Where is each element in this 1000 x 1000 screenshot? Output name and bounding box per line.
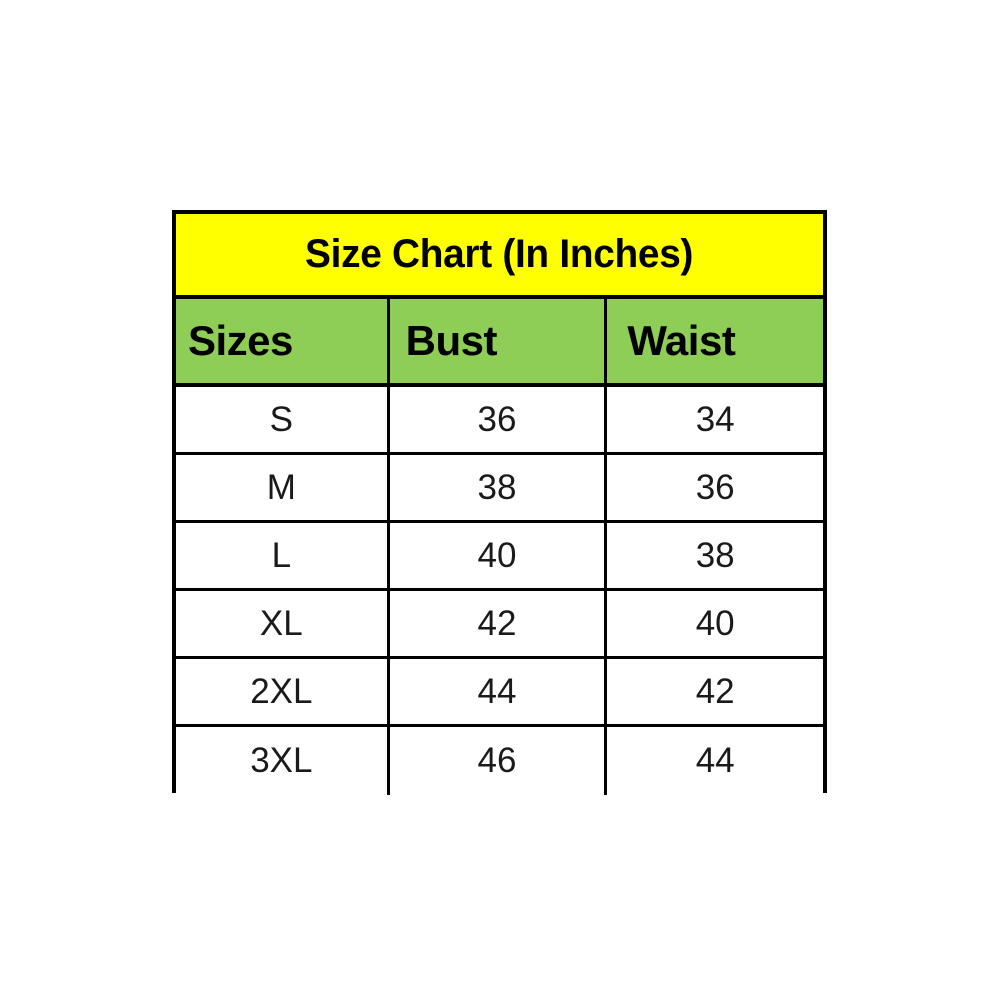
size-chart-table: Size Chart (In Inches) Sizes Bust Waist … xyxy=(172,210,827,795)
cell-size: L xyxy=(176,523,390,588)
table-row: XL 42 40 xyxy=(176,591,823,659)
table-row: 3XL 46 44 xyxy=(176,727,823,795)
cell-waist: 38 xyxy=(695,535,735,575)
cell-size: 3XL xyxy=(176,727,390,795)
cell-size: 2XL xyxy=(176,659,390,724)
size-chart-body: S 36 34 M 38 36 L 40 38 XL 42 40 2XL 44 … xyxy=(176,387,823,795)
cell-size: M xyxy=(176,455,390,520)
column-header-bust: Bust xyxy=(390,299,608,383)
cell-waist: 34 xyxy=(695,399,735,439)
cell-waist: 44 xyxy=(695,741,735,780)
cell-size: XL xyxy=(176,591,390,656)
table-row: M 38 36 xyxy=(176,455,823,523)
cell-bust: 38 xyxy=(390,455,608,520)
size-chart-title-row: Size Chart (In Inches) xyxy=(176,214,823,299)
cell-bust: 42 xyxy=(390,591,608,656)
cell-bust: 40 xyxy=(390,523,608,588)
cell-bust: 46 xyxy=(390,727,608,795)
table-row: L 40 38 xyxy=(176,523,823,591)
table-row: 2XL 44 42 xyxy=(176,659,823,727)
cell-bust: 44 xyxy=(390,659,608,724)
column-header-sizes: Sizes xyxy=(176,299,390,383)
cell-waist: 40 xyxy=(695,603,735,643)
cell-waist: 42 xyxy=(695,671,735,711)
cell-bust: 36 xyxy=(390,387,608,452)
size-chart-title: Size Chart (In Inches) xyxy=(305,232,694,276)
column-header-waist: Waist xyxy=(627,317,736,364)
table-row: S 36 34 xyxy=(176,387,823,455)
size-chart-header-row: Sizes Bust Waist xyxy=(176,299,823,387)
cell-size: S xyxy=(176,387,390,452)
cell-waist: 36 xyxy=(695,467,735,507)
